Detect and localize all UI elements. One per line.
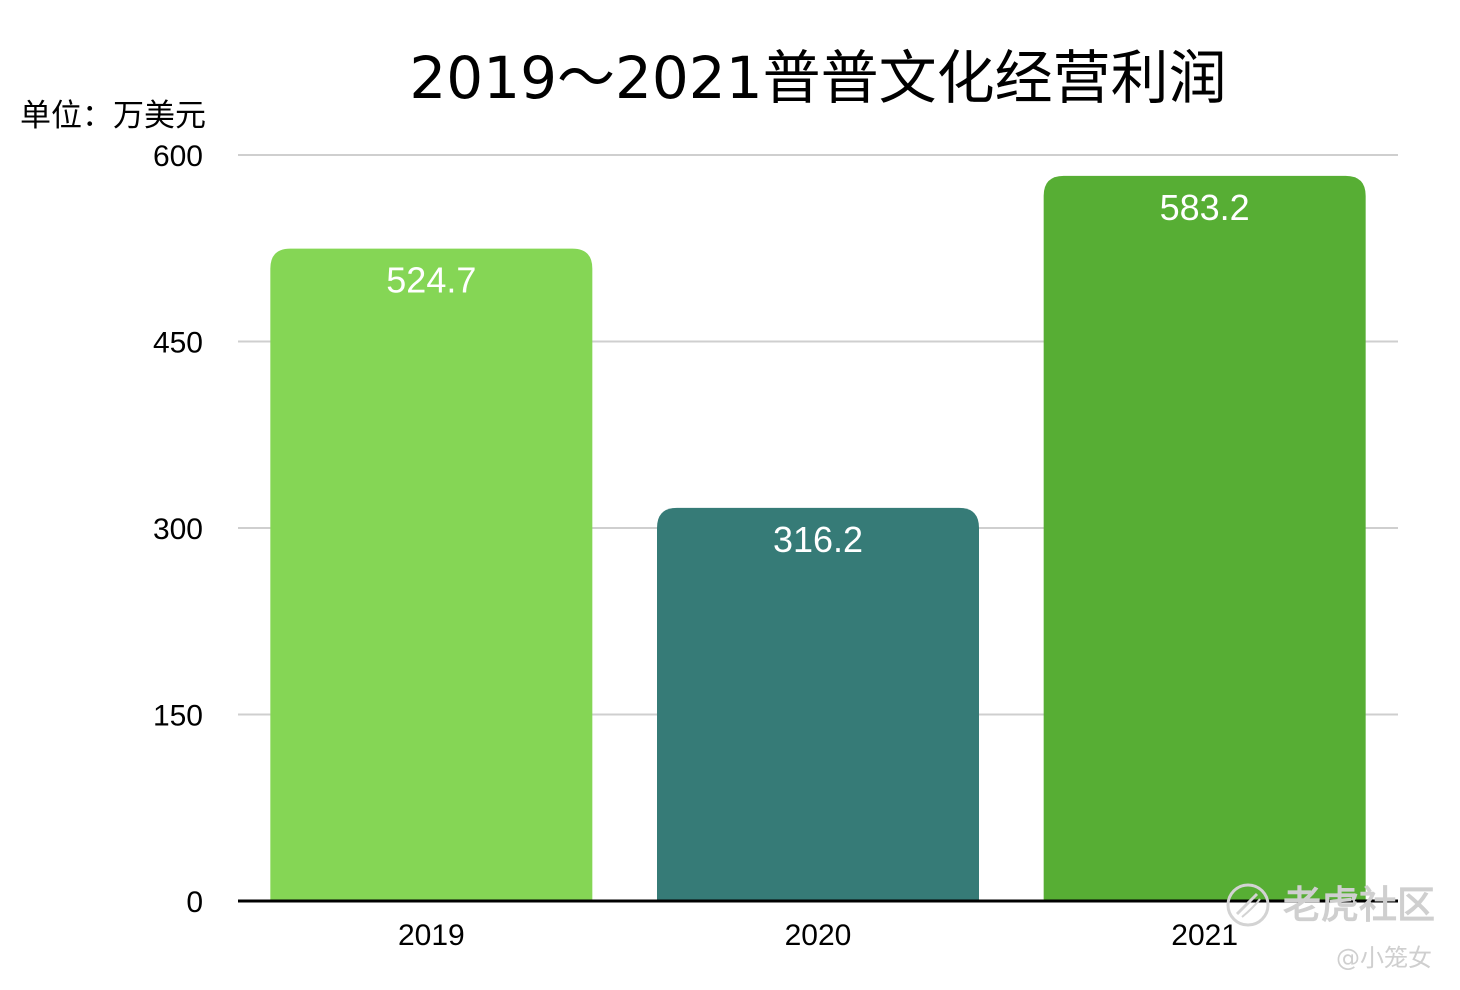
bars [270,175,1366,902]
bar-2019 [270,248,593,902]
bar-2021 [1043,175,1366,901]
data-label-2021: 583.2 [1160,187,1250,228]
unit-label: 单位：万美元 [20,98,206,134]
watermark: 老虎社区 @小笼女 [1226,883,1435,972]
y-axis-ticks: 0 150 300 450 600 [153,140,203,919]
y-tick-label: 450 [153,327,203,360]
tiger-community-logo-icon [1226,883,1270,927]
chart-title: 2019～2021普普文化经营利润 [409,44,1226,112]
x-axis-ticks: 2019 2020 2021 [398,919,1238,952]
data-label-2019: 524.7 [386,260,476,301]
x-tick-label-2021: 2021 [1171,919,1238,952]
y-tick-label: 300 [153,513,203,546]
x-tick-label-2020: 2020 [785,919,852,952]
bar-2020 [657,507,979,901]
data-label-2020: 316.2 [773,519,863,560]
y-tick-label: 150 [153,700,203,733]
x-tick-label-2019: 2019 [398,919,465,952]
watermark-brand: 老虎社区 [1283,883,1435,927]
y-tick-label: 600 [153,140,203,173]
data-labels: 524.7 316.2 583.2 [386,187,1249,560]
y-tick-label: 0 [186,886,203,919]
watermark-author: @小笼女 [1336,944,1432,972]
